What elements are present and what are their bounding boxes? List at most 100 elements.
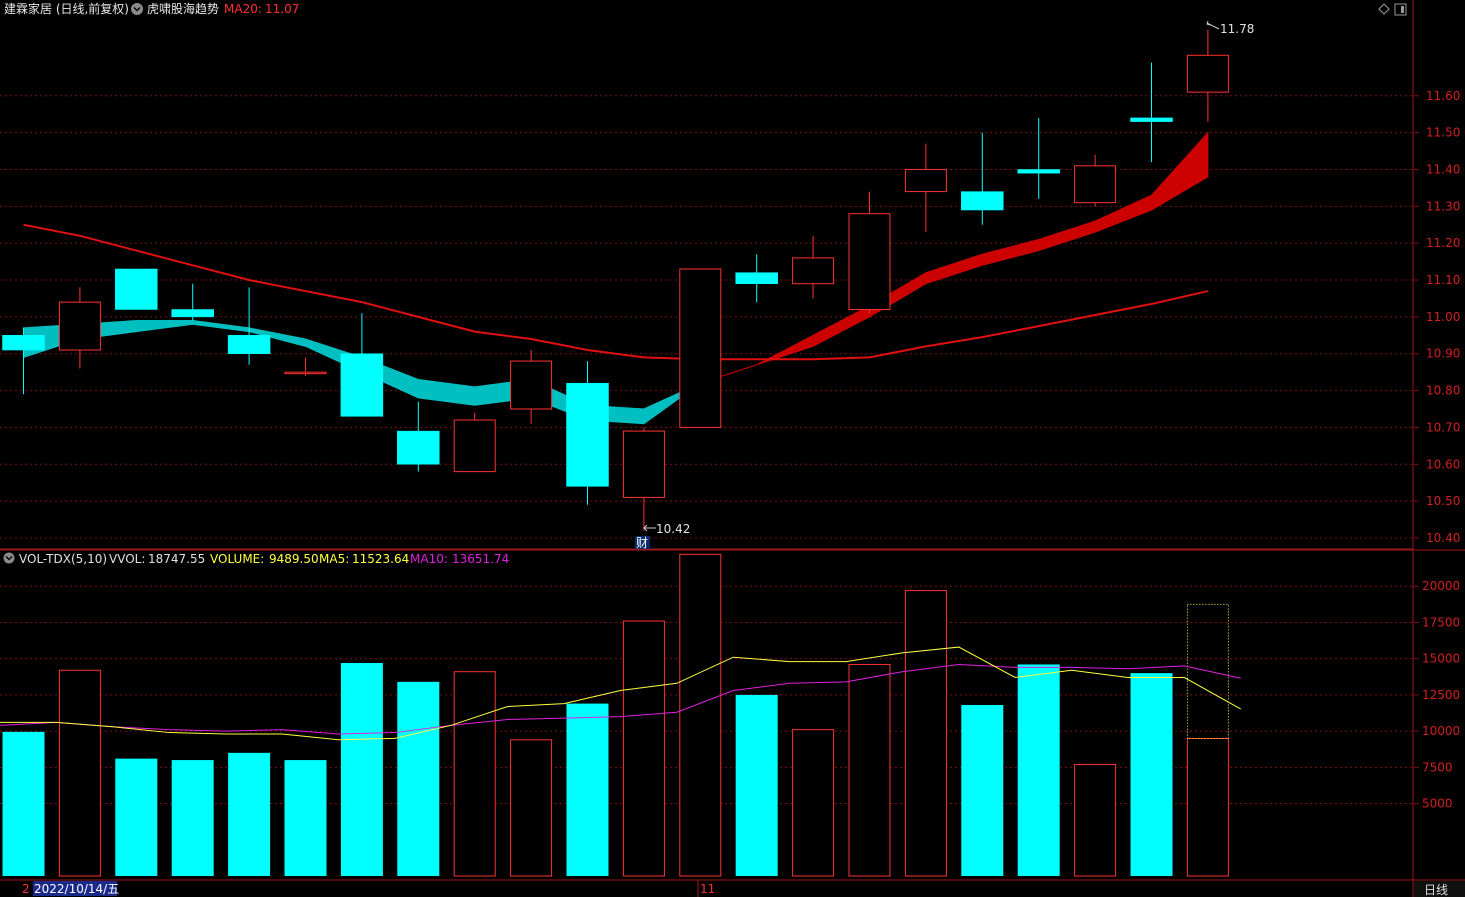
volume-tick-label: 15000: [1422, 652, 1460, 666]
date-prefix: 2: [22, 882, 30, 896]
candle-body: [171, 309, 214, 318]
candle[interactable]: [58, 287, 101, 369]
ma5-value: 11523.64: [352, 552, 409, 566]
candle-body: [115, 268, 158, 310]
indicator-name[interactable]: 虎啸股海趋势: [147, 1, 219, 16]
candle[interactable]: [115, 268, 158, 310]
candle[interactable]: [1130, 62, 1173, 163]
price-header: 建霖家居 (日线,前复权) 虎啸股海趋势 MA20: 11.07: [4, 1, 299, 16]
volume-bar[interactable]: [453, 671, 496, 877]
volume-bar[interactable]: [340, 663, 383, 876]
date-highlight: [33, 881, 117, 896]
price-tick-label: 11.30: [1426, 199, 1460, 213]
volume-bar[interactable]: [735, 694, 778, 876]
window-toggle-icon[interactable]: [1394, 3, 1407, 16]
candle-body: [1074, 165, 1117, 204]
low-price-label: 10.42: [656, 522, 690, 536]
volume-bar[interactable]: [1130, 673, 1173, 876]
candle-body: [679, 268, 722, 428]
volume-tick-label: 20000: [1422, 579, 1460, 593]
period-label[interactable]: 日线: [1424, 883, 1448, 897]
volume-bar[interactable]: [1074, 763, 1117, 877]
candle[interactable]: [961, 132, 1004, 225]
volume-bar[interactable]: [1017, 664, 1060, 876]
candle[interactable]: [2, 327, 45, 395]
trend-band: [23, 131, 1209, 425]
volume-ma-lines: [0, 646, 1242, 741]
candle[interactable]: [397, 401, 440, 472]
volume-bar[interactable]: [115, 758, 158, 876]
candle-body: [1186, 54, 1229, 93]
volume-bar[interactable]: [792, 729, 835, 877]
candle[interactable]: [171, 283, 214, 321]
candle-body: [58, 301, 101, 351]
candle[interactable]: [453, 412, 496, 473]
price-tick-label: 11.10: [1426, 273, 1460, 287]
diamond-icon[interactable]: [1378, 3, 1390, 15]
stock-title[interactable]: 建霖家居 (日线,前复权): [4, 1, 129, 16]
candle-body: [622, 430, 665, 498]
volume-dropdown-icon[interactable]: [3, 552, 15, 564]
candle-body: [1017, 169, 1060, 174]
volume-bar[interactable]: [848, 663, 891, 877]
volume-bar[interactable]: [1186, 738, 1229, 877]
volume-bar[interactable]: [904, 590, 947, 877]
period-tab[interactable]: [1414, 881, 1465, 897]
candle[interactable]: [848, 191, 891, 314]
price-tick-label: 10.90: [1426, 347, 1460, 361]
candle[interactable]: [679, 268, 722, 428]
volume-bar[interactable]: [679, 553, 722, 877]
candle-body: [227, 335, 271, 354]
volume-ma10-line: [0, 663, 1241, 735]
ma10-label: MA10:: [410, 552, 448, 566]
candle-body: [2, 335, 45, 351]
candle[interactable]: [1186, 29, 1229, 122]
candle[interactable]: [566, 361, 609, 505]
candle[interactable]: [227, 287, 271, 365]
candle-body: [566, 382, 609, 487]
candle[interactable]: [340, 313, 384, 417]
low-annotation: 10.42: [643, 522, 690, 536]
volume-bar[interactable]: [171, 760, 214, 876]
candle[interactable]: [792, 235, 835, 299]
price-tick-label: 11.50: [1426, 126, 1460, 140]
volume-indicator-name[interactable]: VOL-TDX(5,10): [19, 552, 107, 566]
price-tick-label: 10.70: [1426, 420, 1460, 434]
volume-bar[interactable]: [284, 760, 327, 876]
volume-bar[interactable]: [228, 752, 271, 876]
volume-tick-label: 17500: [1422, 615, 1460, 629]
indicator-dropdown-icon[interactable]: [131, 3, 143, 15]
ma20-value: 11.07: [265, 2, 299, 16]
virtual-volume-box: [1186, 603, 1229, 740]
volume-bar[interactable]: [58, 669, 101, 877]
candle[interactable]: [1017, 117, 1060, 199]
volume-bar[interactable]: [2, 731, 45, 876]
time-axis: 2 2022/10/14/五 11 日线: [22, 880, 1465, 897]
month-marker: 11: [700, 882, 715, 896]
candle[interactable]: [904, 143, 947, 233]
volume-bar[interactable]: [566, 703, 609, 876]
price-tick-label: 10.40: [1426, 531, 1460, 545]
volume-bar[interactable]: [510, 739, 553, 877]
candle[interactable]: [735, 254, 778, 303]
vvol-value: 18747.55: [148, 552, 205, 566]
candle[interactable]: [1074, 154, 1117, 207]
price-tick-label: 11.40: [1426, 162, 1460, 176]
candle[interactable]: [284, 357, 327, 376]
high-price-label: 11.78: [1220, 22, 1254, 36]
candle[interactable]: [510, 350, 553, 424]
finance-marker[interactable]: 财: [635, 536, 650, 550]
price-tick-label: 10.50: [1426, 494, 1460, 508]
ma20-polyline: [23, 223, 1209, 361]
ma20-line: [23, 223, 1209, 361]
volume-bar[interactable]: [961, 705, 1004, 876]
candles: [2, 29, 1229, 531]
volume-bar[interactable]: [397, 681, 440, 876]
price-tick-label: 10.80: [1426, 384, 1460, 398]
price-tick-label: 11.20: [1426, 236, 1460, 250]
volume-axis: 20000 17500 15000 12500 10000 7500 5000: [1413, 579, 1460, 811]
volume-bar[interactable]: [622, 620, 665, 877]
candle[interactable]: [622, 427, 665, 531]
